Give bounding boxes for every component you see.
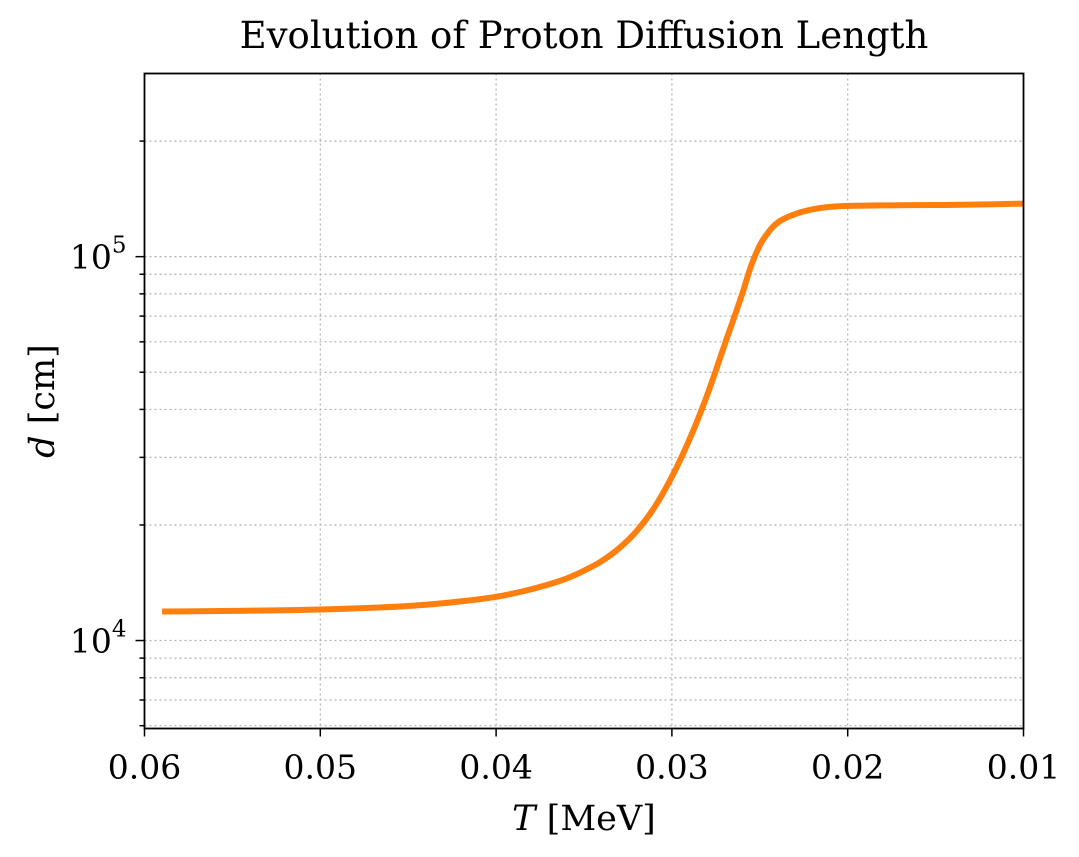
axis-ticks	[135, 140, 1025, 737]
chart-title: Evolution of Proton Diffusion Length	[240, 14, 929, 57]
x-tick-labels: 0.06 0.05 0.04 0.03 0.02 0.01	[108, 748, 1060, 787]
grid	[143, 73, 1025, 729]
x-tick-label: 0.06	[108, 748, 181, 787]
y-tick-label-exponent: 4	[112, 617, 127, 643]
y-axis-symbol: d	[23, 435, 63, 457]
y-tick-label-exponent: 5	[112, 233, 127, 259]
y-axis-label: d [cm]	[23, 344, 63, 458]
y-axis-unit: [cm]	[23, 344, 63, 424]
x-axis-symbol: T	[512, 799, 538, 839]
y-tick-label: 105	[70, 233, 127, 277]
y-tick-label: 104	[70, 617, 127, 661]
x-axis-unit: [MeV]	[547, 799, 656, 839]
x-tick-label: 0.04	[459, 748, 532, 787]
series-line	[162, 200, 1024, 615]
x-tick-label: 0.02	[811, 748, 884, 787]
x-axis-label: T [MeV]	[512, 799, 656, 839]
x-tick-label: 0.05	[284, 748, 357, 787]
x-tick-label: 0.03	[635, 748, 708, 787]
x-tick-label: 0.01	[987, 748, 1060, 787]
data-series	[162, 200, 1024, 615]
y-tick-label-base: 10	[70, 622, 112, 661]
plot-frame	[143, 72, 1025, 730]
y-tick-label-base: 10	[70, 238, 112, 277]
